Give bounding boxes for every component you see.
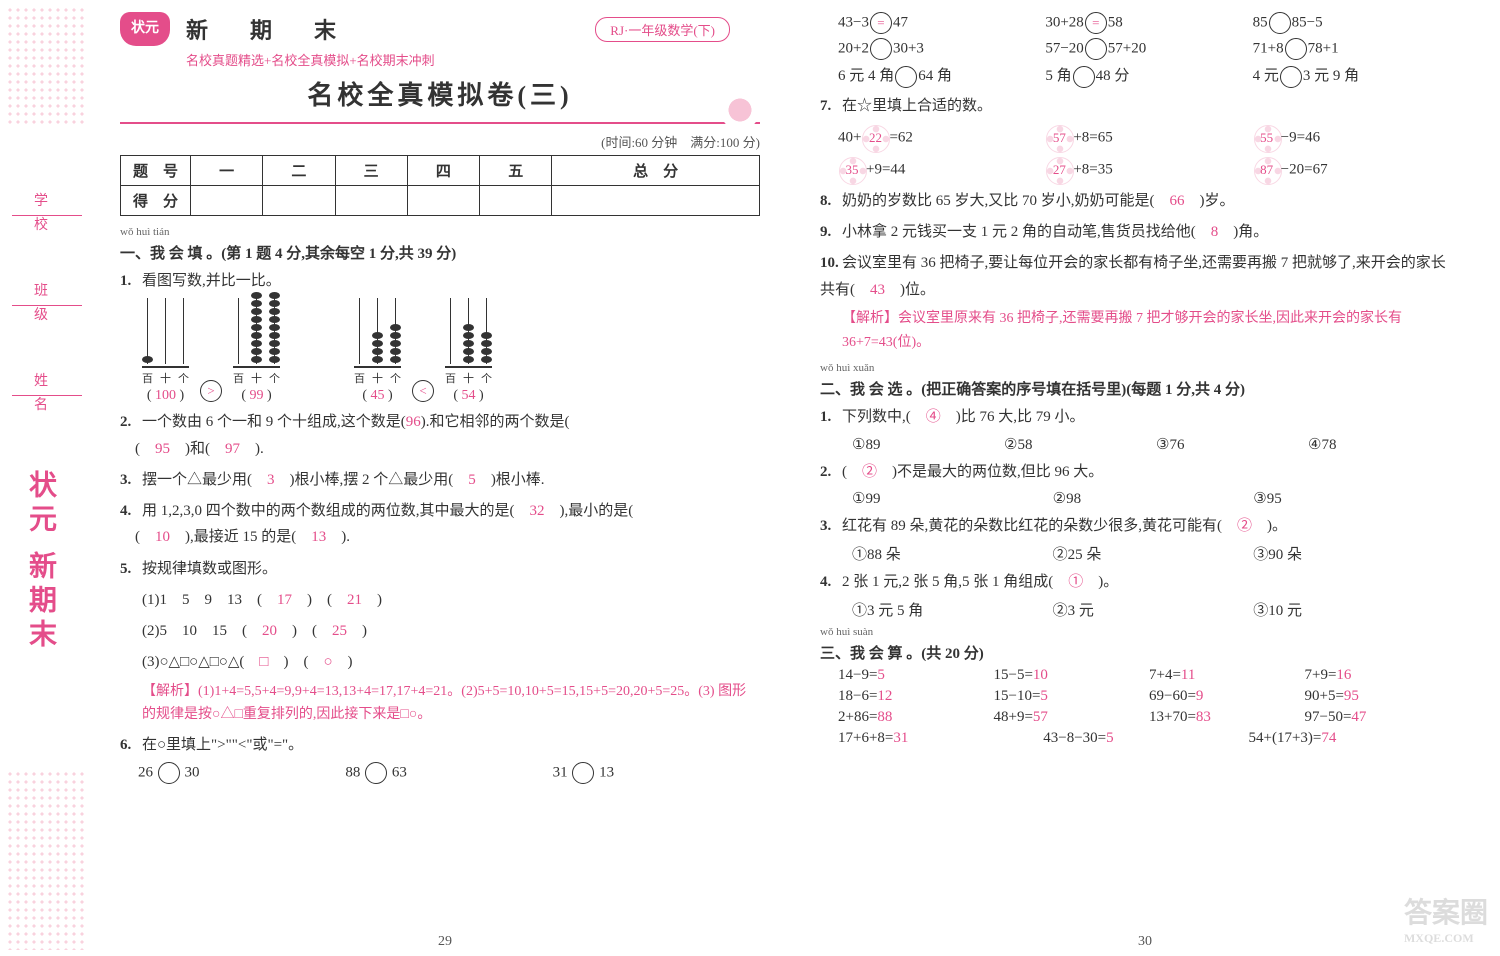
sec3-pinyin: wǒ huì suàn <box>820 626 1460 638</box>
sec3-title: 三、我 会 算 。(共 20 分) <box>820 642 1460 663</box>
sec2-qs: 1.下列数中,( ④ )比 76 大,比 79 小。①89②58③76④782.… <box>820 404 1460 620</box>
header-title: 新 期 末 <box>186 13 346 45</box>
label-school: 学 校 <box>12 190 82 216</box>
q6-r1: 26 3088 6331 13 <box>138 762 760 784</box>
header-sub: 名校真题精选+名校全真模拟+名校期末冲刺 <box>186 50 760 69</box>
q5: 5.按规律填数或图形。 <box>120 556 760 582</box>
sec2-title: 二、我 会 选 。(把正确答案的序号填在括号里)(每题 1 分,共 4 分) <box>820 378 1460 399</box>
page-num-left: 29 <box>100 934 790 950</box>
score-row2: 得 分 <box>121 186 191 216</box>
vertical-title: 状元 新期末 <box>20 470 60 653</box>
sec1-pinyin: wǒ huì tián <box>120 226 760 238</box>
q3: 3.摆一个△最少用( 3 )根小棒,摆 2 个△最少用( 5 )根小棒. <box>120 467 760 493</box>
q6-rest: 43−3=4730+28=588585−520+230+357−2057+207… <box>820 12 1460 88</box>
label-class: 班 级 <box>12 280 82 306</box>
deco-dots-bottom <box>6 770 86 950</box>
q2: 2.一个数由 6 个一和 9 个十组成,这个数是(96).和它相邻的两个数是( … <box>120 409 760 462</box>
q1: 1.看图写数,并比一比。 <box>120 268 760 294</box>
page-left: 状元 新 期 末 RJ·一年级数学(下) 名校真题精选+名校全真模拟+名校期末冲… <box>100 0 790 956</box>
left-deco: 学 校 班 级 姓 名 状元 新期末 <box>0 0 100 956</box>
deco-dots-top <box>6 6 86 126</box>
score-table: 题 号 一 二 三 四 五 总 分 得 分 <box>120 155 760 216</box>
q4: 4.用 1,2,3,0 四个数中的两个数组成的两位数,其中最大的是( 32 ),… <box>120 498 760 551</box>
sec1-title: 一、我 会 填 。(第 1 题 4 分,其余每空 1 分,共 39 分) <box>120 242 760 263</box>
header-row: 状元 新 期 末 RJ·一年级数学(下) <box>120 12 760 46</box>
q5-expl: 【解析】(1)1+4=5,5+4=9,9+4=13,13+4=17,17+4=2… <box>142 680 760 728</box>
page-right: 43−3=4730+28=588585−520+230+357−2057+207… <box>790 0 1500 956</box>
logo: 状元 <box>120 12 170 46</box>
q7: 7.在☆里填上合适的数。 <box>820 93 1460 119</box>
label-name: 姓 名 <box>12 370 82 396</box>
q7-rows: 40+22=6257+8=6555−9=4635+9=4427+8=3587−2… <box>820 125 1460 183</box>
big-title: 名校全真模拟卷(三) <box>120 75 760 112</box>
q6: 6.在○里填上">""<"或"="。 <box>120 732 760 758</box>
timing: (时间:60 分钟 满分:100 分) <box>120 132 760 151</box>
q8: 8.奶奶的岁数比 65 岁大,又比 70 岁小,奶奶可能是( 66 )岁。 <box>820 188 1460 214</box>
score-row1: 题 号 <box>121 156 191 186</box>
q10-expl: 【解析】会议室里原来有 36 把椅子,还需要再搬 7 把才够开会的家长坐,因此来… <box>842 307 1460 355</box>
page-num-right: 30 <box>790 934 1500 950</box>
q10: 10.会议室里有 36 把椅子,要让每位开会的家长都有椅子坐,还需要再搬 7 把… <box>820 250 1460 303</box>
abacus-row: 百十个( 100 )>百十个( 99 )百十个( 45 )<百十个( 54 ) <box>142 298 760 404</box>
sec3-rows: 14−9=515−5=107+4=117+9=1618−6=1215−10=56… <box>820 667 1460 747</box>
sec2-pinyin: wǒ huì xuǎn <box>820 362 1460 374</box>
header-badge: RJ·一年级数学(下) <box>595 17 730 42</box>
q5-lines: (1)1 5 9 13 ( 17 ) ( 21 )(2)5 10 15 ( 20… <box>120 587 760 676</box>
title-underline <box>120 114 760 124</box>
q9: 9.小林拿 2 元钱买一支 1 元 2 角的自动笔,售货员找给他( 8 )角。 <box>820 219 1460 245</box>
